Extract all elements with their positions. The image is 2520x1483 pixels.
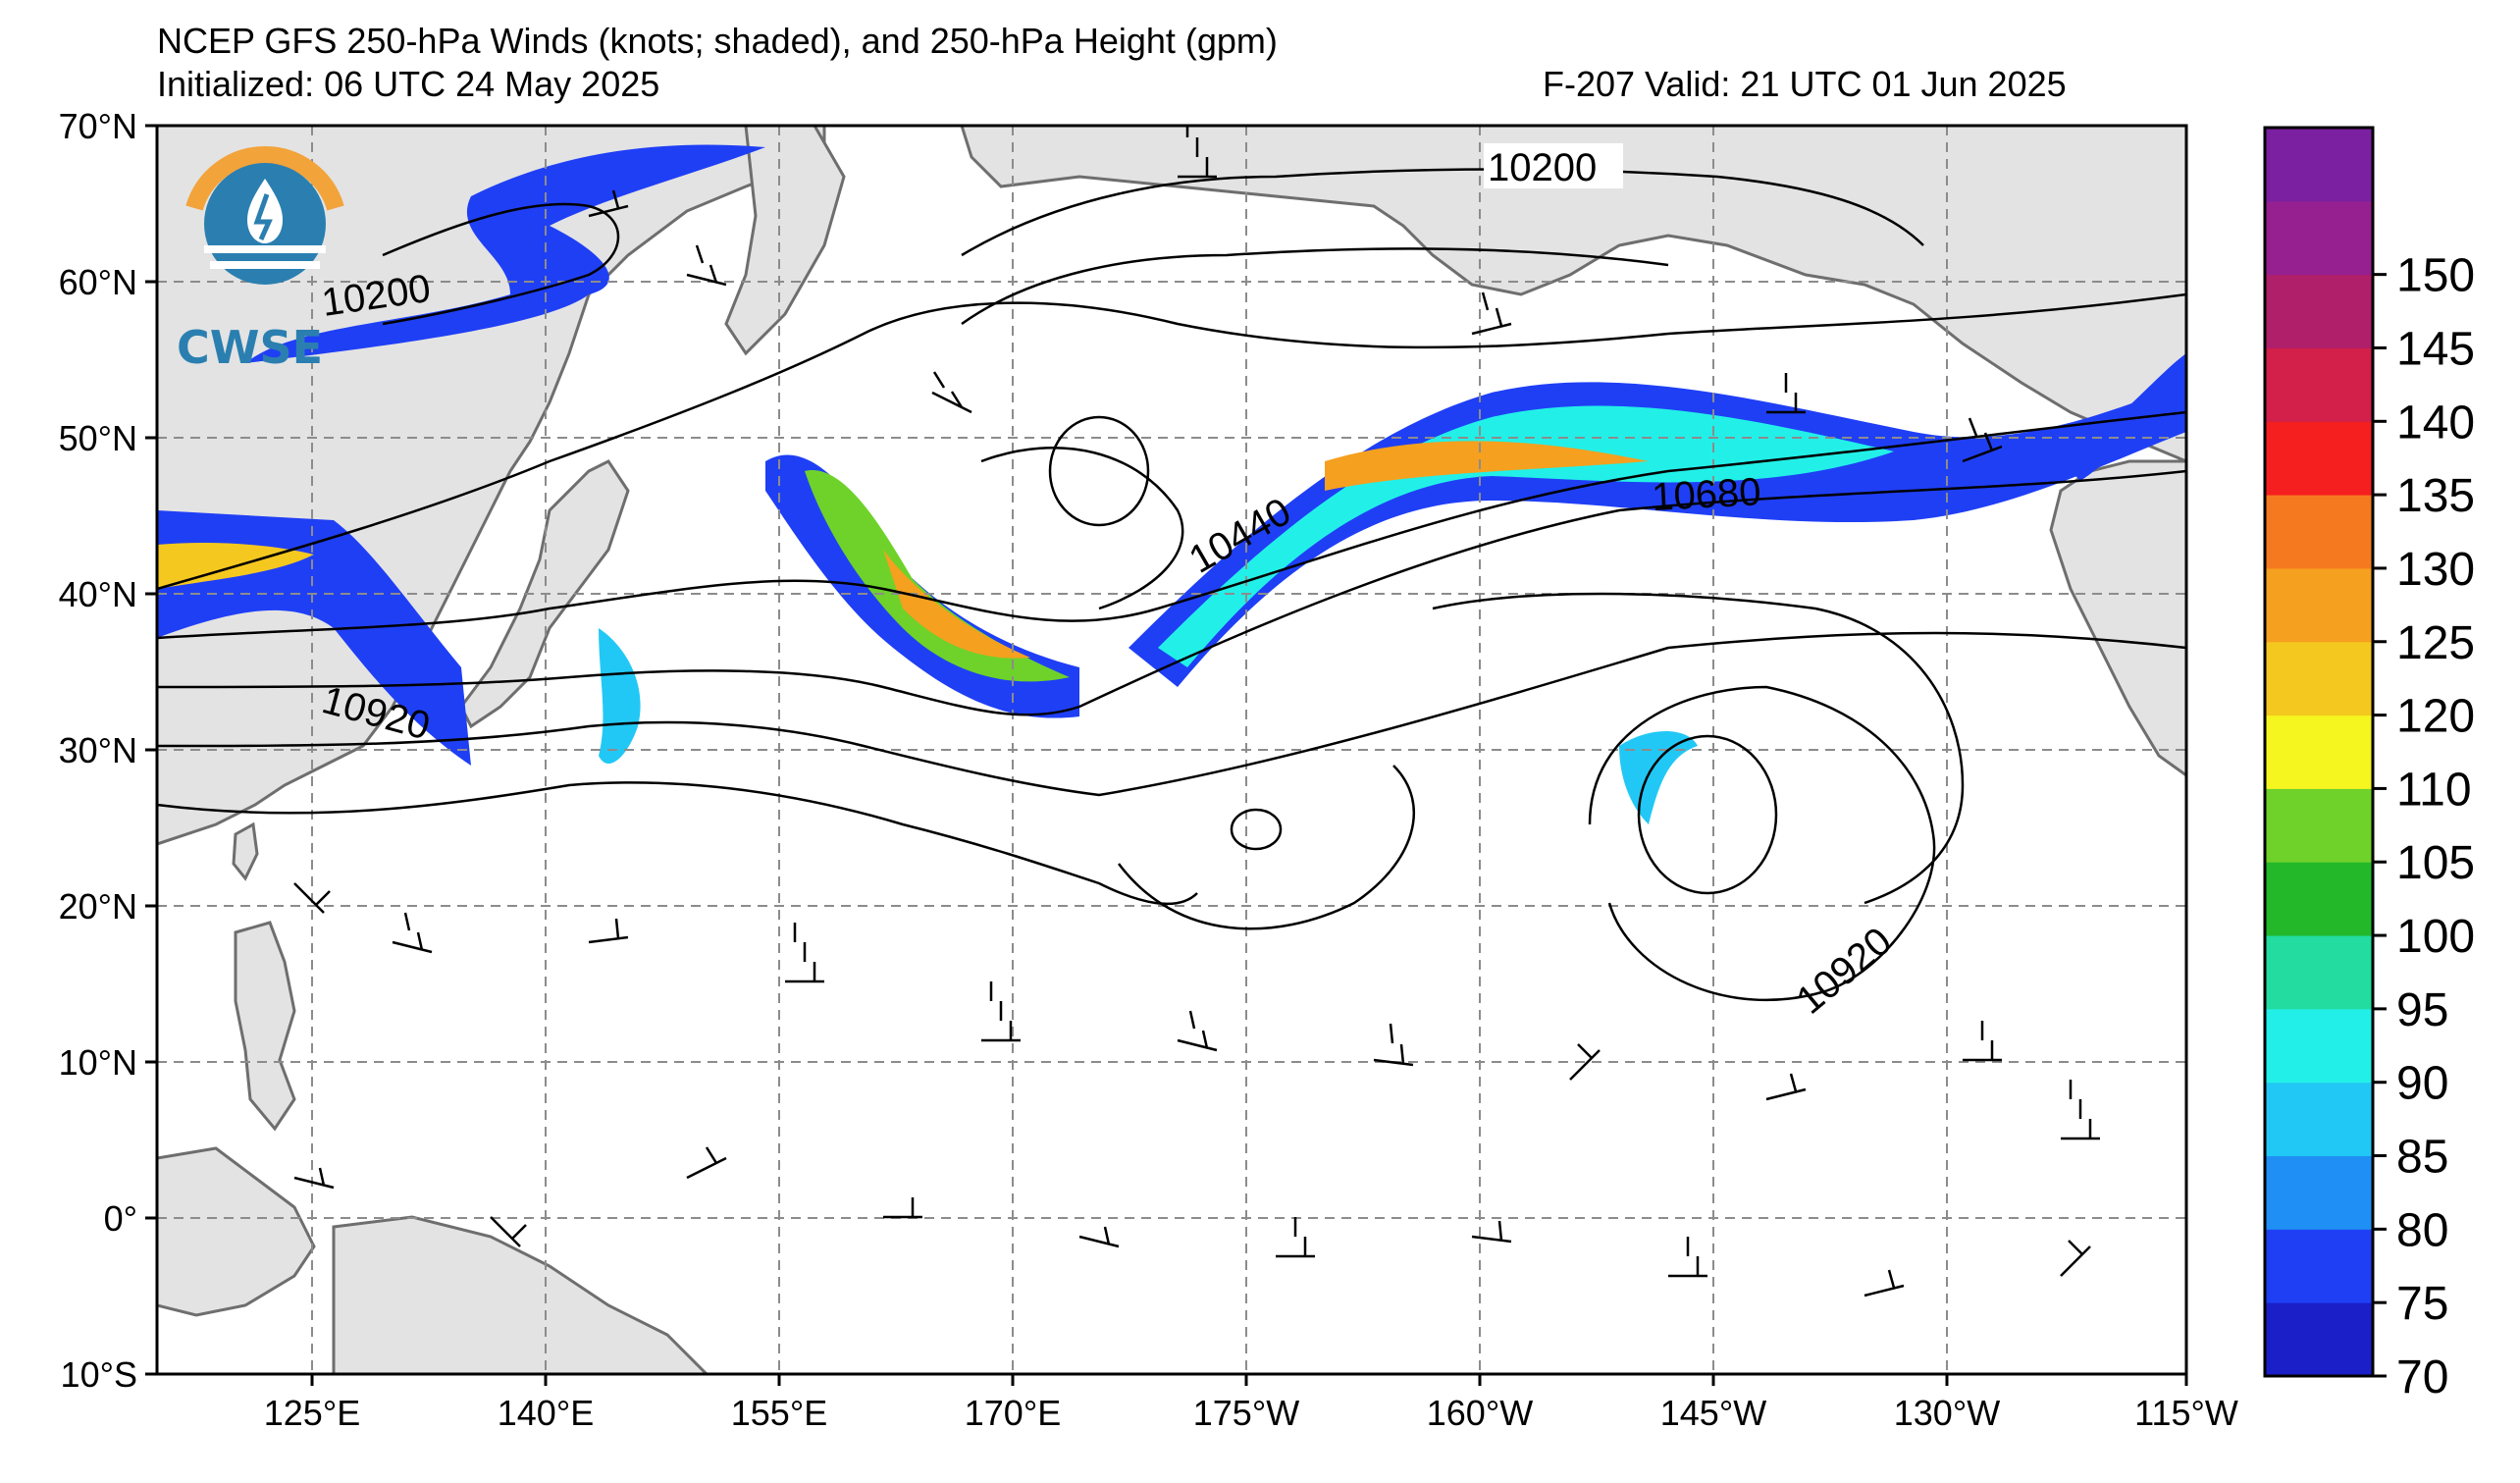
colorbar-segment (2265, 641, 2373, 716)
colorbar-segment (2265, 200, 2373, 276)
lon-label: 140°E (498, 1393, 594, 1433)
logo-text: CWSE (177, 321, 323, 374)
north-america-west-coast (2049, 459, 2186, 777)
longitude-axis: 125°E 140°E 155°E 170°E 175°W 160°W 145°… (264, 1393, 2238, 1433)
jet-kuril (599, 628, 641, 765)
lon-label: 115°W (2134, 1393, 2238, 1433)
valid-time: F-207 Valid: 21 UTC 01 Jun 2025 (1543, 64, 2067, 104)
contour-label-10680: 10680 (1651, 470, 1761, 519)
lat-label: 30°N (59, 730, 137, 770)
colorbar-segment (2265, 1302, 2373, 1377)
colorbar-label: 130 (2396, 544, 2475, 596)
colorbar-label: 125 (2396, 617, 2475, 669)
colorbar-label: 100 (2396, 911, 2475, 963)
colorbar-label: 80 (2396, 1204, 2448, 1256)
alaska-landmass (960, 126, 2186, 463)
colorbar-segment (2265, 1008, 2373, 1084)
new-guinea (332, 1215, 709, 1374)
lon-label: 170°E (965, 1393, 1061, 1433)
colorbar-label: 75 (2396, 1278, 2448, 1330)
lat-label: 70°N (59, 106, 137, 146)
colorbar-segment (2265, 495, 2373, 569)
lat-label: 10°N (59, 1042, 137, 1083)
colorbar-segment (2265, 128, 2373, 202)
colorbar-label: 110 (2396, 764, 2472, 816)
colorbar-segment (2265, 347, 2373, 422)
colorbar-label: 140 (2396, 397, 2475, 449)
lon-label: 125°E (264, 1393, 360, 1433)
map-title: NCEP GFS 250-hPa Winds (knots; shaded), … (157, 21, 1278, 61)
colorbar: 70 75 80 85 90 95 100 105 110 120 125 130 135 140 145 1… (2263, 126, 2475, 1404)
colorbar-segment (2265, 274, 2373, 348)
contour-label-bg (1484, 143, 1623, 188)
colorbar-segment (2265, 1229, 2373, 1303)
wind-shading (157, 144, 2186, 824)
lat-label: 50°N (59, 418, 137, 458)
colorbar-label: 90 (2396, 1058, 2448, 1110)
colorbar-label: 120 (2396, 691, 2475, 743)
lat-label: 10°S (61, 1354, 137, 1395)
colorbar-label: 70 (2396, 1351, 2448, 1404)
taiwan (232, 821, 259, 881)
colorbar-segment (2265, 567, 2373, 643)
colorbar-label: 95 (2396, 984, 2448, 1036)
colorbar-segment (2265, 788, 2373, 863)
map-area (157, 126, 2186, 1374)
lat-label: 20°N (59, 886, 137, 927)
lat-label: 60°N (59, 262, 137, 302)
height-contours (157, 168, 2186, 1002)
colorbar-segment (2265, 935, 2373, 1010)
colorbar-segment (2265, 1082, 2373, 1157)
colorbar-label: 145 (2396, 323, 2475, 375)
colorbar-frame (2263, 126, 2375, 1378)
jet-gulf-alaska (2061, 353, 2186, 481)
colorbar-label: 85 (2396, 1132, 2448, 1184)
lon-label: 155°E (731, 1393, 827, 1433)
storm-water-logo-icon: CWSE (177, 146, 344, 374)
graticule (157, 126, 2186, 1374)
wind-barbs (293, 126, 2100, 1298)
jet-max-east (1325, 441, 1649, 491)
lon-label: 130°W (1894, 1393, 2000, 1433)
lat-label: 40°N (59, 574, 137, 614)
init-time: Initialized: 06 UTC 24 May 2025 (157, 64, 660, 104)
lon-label: 160°W (1427, 1393, 1533, 1433)
colorbar-segment (2265, 1155, 2373, 1230)
jet-inner-main (1158, 405, 1894, 667)
colorbar-segment (2265, 715, 2373, 789)
jet-max-west (883, 550, 1030, 659)
lon-label: 175°W (1193, 1393, 1299, 1433)
lat-label: 0° (104, 1198, 137, 1239)
axis-ticks (145, 124, 2188, 1386)
kamchatka (724, 126, 846, 356)
borneo-sulawesi (157, 1146, 316, 1317)
latitude-axis: 70°N 60°N 50°N 40°N 30°N 20°N 10°N 0° 10… (59, 106, 137, 1395)
jet-inner-west (805, 470, 1070, 682)
colorbar-segment (2265, 862, 2373, 936)
colorbar-label: 135 (2396, 470, 2475, 522)
philippines (234, 921, 296, 1132)
colorbar-label: 150 (2396, 250, 2475, 302)
contour-label-10200-ne: 10200 (1488, 146, 1597, 189)
lon-label: 145°W (1660, 1393, 1766, 1433)
colorbar-label: 105 (2396, 837, 2475, 889)
colorbar-segment (2265, 421, 2373, 496)
jet-siberia (245, 144, 765, 363)
